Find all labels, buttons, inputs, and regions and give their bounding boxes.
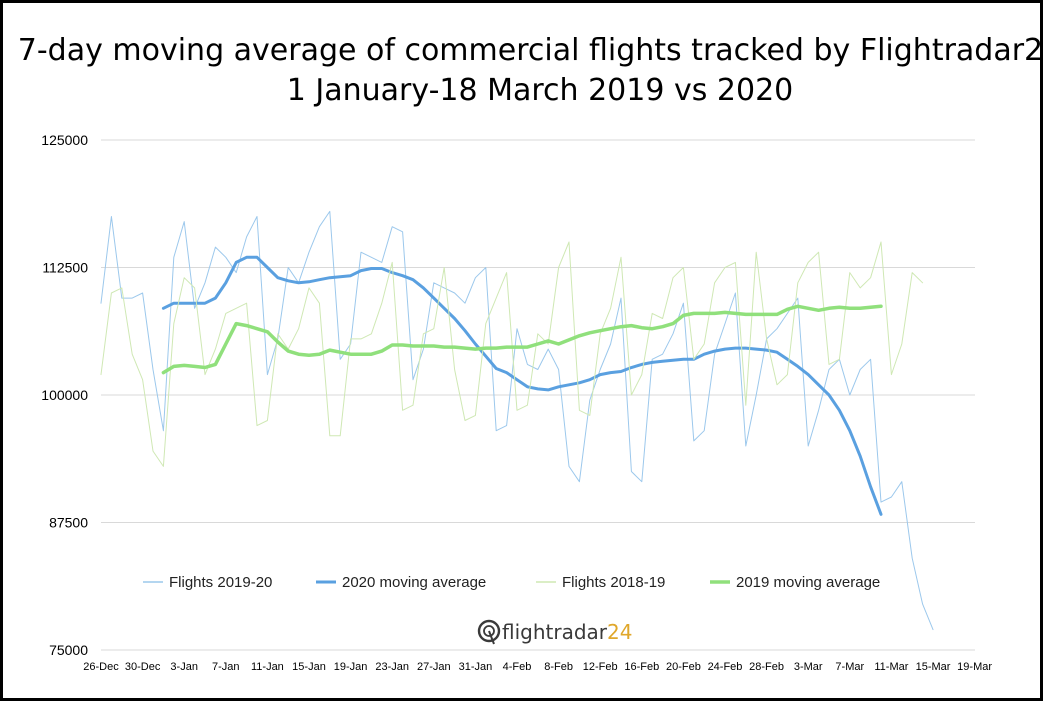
x-tick-label: 24-Feb: [708, 661, 743, 673]
chart-title: 7-day moving average of commercial fligh…: [18, 33, 1040, 68]
legend-item: 2020 moving average: [316, 574, 486, 591]
x-tick-label: 19-Mar: [957, 661, 992, 673]
flightradar-logo: flightradar24: [477, 619, 632, 645]
x-tick-label: 3-Mar: [794, 661, 823, 673]
x-tick-label: 31-Jan: [459, 661, 493, 673]
x-tick-label: 27-Jan: [417, 661, 451, 673]
x-tick-label: 15-Jan: [292, 661, 326, 673]
legend-item: Flights 2019-20: [143, 574, 272, 591]
logo-brand: flightradar: [502, 620, 608, 644]
legend-label: 2019 moving average: [736, 574, 880, 591]
x-tick-label: 8-Feb: [544, 661, 573, 673]
x-tick-label: 15-Mar: [916, 661, 951, 673]
x-tick-label: 30-Dec: [125, 661, 161, 673]
x-tick-label: 7-Mar: [835, 661, 864, 673]
x-tick-label: 28-Feb: [749, 661, 784, 673]
x-tick-label: 19-Jan: [334, 661, 368, 673]
legend-label: Flights 2019-20: [169, 574, 272, 591]
series-line-2: [161, 255, 883, 516]
gridlines: [101, 139, 975, 651]
series-line-1: [100, 210, 934, 631]
x-tick-label: 20-Feb: [666, 661, 701, 673]
logo-text: flightradar24: [502, 620, 632, 644]
chart: 7-day moving average of commercial fligh…: [18, 33, 1040, 673]
y-tick-label: 125000: [41, 132, 88, 148]
series-line-3: [100, 241, 924, 467]
legend-item: Flights 2018-19: [536, 574, 665, 591]
chart-subtitle: 1 January-18 March 2019 vs 2020: [287, 73, 794, 108]
x-tick-label: 16-Feb: [624, 661, 659, 673]
x-axis-ticks: 26-Dec 30-Dec 3-Jan 7-Jan 11-Jan 15-Jan 19-Jan…: [83, 661, 992, 673]
legend-item: 2019 moving average: [710, 574, 880, 591]
legend-label: 2020 moving average: [342, 574, 486, 591]
x-tick-label: 11-Mar: [874, 661, 908, 673]
x-tick-label: 12-Feb: [583, 661, 618, 673]
plot-area: [100, 210, 934, 631]
x-tick-label: 26-Dec: [83, 661, 119, 673]
legend: Flights 2019-20 2020 moving average Flight…: [143, 574, 880, 591]
y-axis-ticks: 125000 112500 100000 87500 75000: [41, 132, 88, 658]
x-tick-label: 3-Jan: [170, 661, 198, 673]
x-tick-label: 11-Jan: [251, 661, 284, 673]
y-tick-label: 75000: [49, 642, 88, 658]
y-tick-label: 87500: [49, 515, 88, 531]
y-tick-label: 100000: [41, 387, 88, 403]
legend-label: Flights 2018-19: [562, 574, 665, 591]
series-line-4: [161, 304, 883, 375]
x-tick-label: 4-Feb: [503, 661, 532, 673]
y-tick-label: 112500: [42, 260, 88, 276]
radar-icon: [477, 619, 501, 643]
x-tick-label: 23-Jan: [375, 661, 409, 673]
logo-accent: 24: [607, 620, 632, 644]
x-tick-label: 7-Jan: [212, 661, 240, 673]
